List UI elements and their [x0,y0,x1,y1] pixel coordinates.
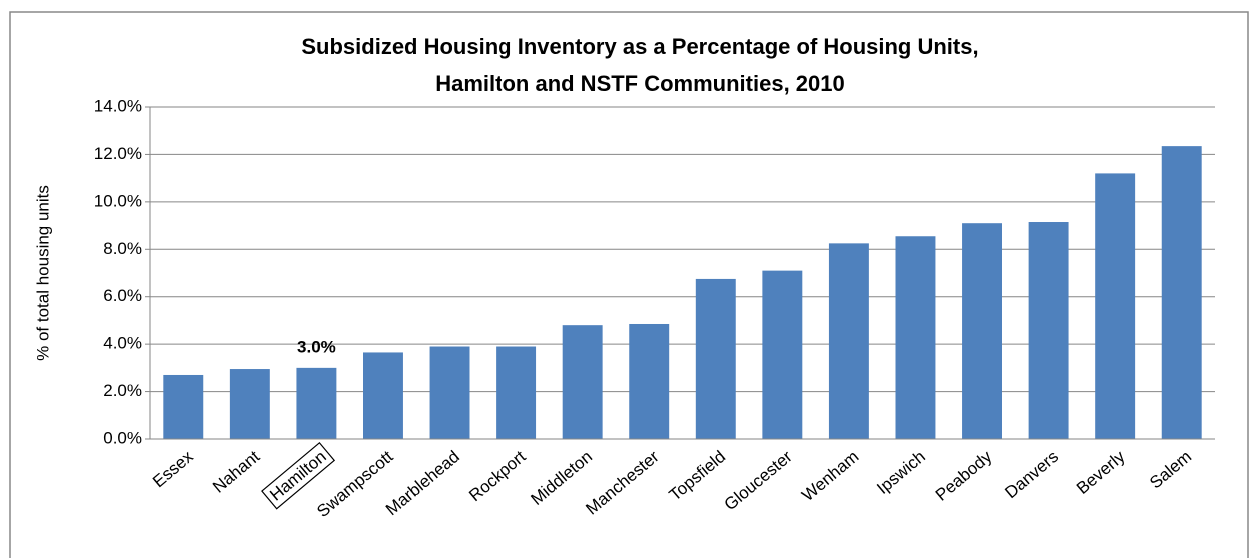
y-tick-label: 8.0% [103,239,142,258]
bar [629,323,670,439]
bar [762,270,803,439]
y-tick-label: 4.0% [103,334,142,353]
y-tick-label: 6.0% [103,286,142,305]
bar [562,325,603,439]
chart-title: Subsidized Housing Inventory as a Percen… [301,34,978,59]
bar [429,346,470,439]
y-tick-label: 2.0% [103,381,142,400]
bar [1028,222,1069,439]
chart-title: Hamilton and NSTF Communities, 2010 [435,71,845,96]
bar [296,367,337,439]
bar [1095,173,1136,439]
y-tick-label: 12.0% [94,144,142,163]
y-tick-label: 0.0% [103,428,142,447]
bar [363,352,403,439]
y-axis-label: % of total housing units [33,185,52,361]
data-label: 3.0% [297,337,336,356]
bar [1161,146,1202,439]
bar [962,223,1002,439]
y-tick-label: 10.0% [94,191,142,210]
highlight-box [261,441,336,510]
bar [229,369,270,439]
bar [163,374,204,439]
bar [895,236,936,439]
y-tick-label: 14.0% [94,96,142,115]
bar [695,278,736,439]
bar [496,346,537,439]
bar [828,243,869,439]
